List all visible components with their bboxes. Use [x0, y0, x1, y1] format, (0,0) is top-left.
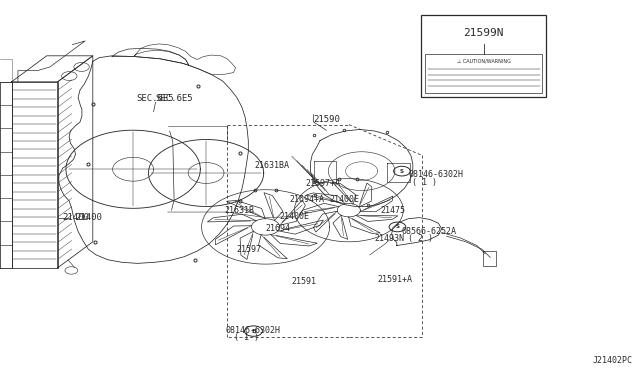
Text: S: S — [400, 169, 404, 174]
Text: S: S — [396, 224, 399, 230]
Text: 21597: 21597 — [237, 245, 262, 254]
Text: 21591+A: 21591+A — [378, 275, 413, 284]
Text: 21400: 21400 — [76, 213, 102, 222]
Text: 21475: 21475 — [381, 206, 406, 215]
Text: 21631BA: 21631BA — [255, 161, 290, 170]
Text: 21631B: 21631B — [224, 206, 254, 215]
Text: ( 1 ): ( 1 ) — [234, 333, 259, 341]
Text: ⚠ CAUTION/WARNING: ⚠ CAUTION/WARNING — [456, 58, 511, 63]
Text: ( 2 ): ( 2 ) — [408, 234, 433, 243]
Text: ( 1 ): ( 1 ) — [412, 178, 436, 187]
Text: 21597+A: 21597+A — [306, 179, 341, 187]
Bar — [421, 15, 546, 97]
Text: 08146-6302H: 08146-6302H — [408, 170, 463, 179]
Text: 21400E: 21400E — [330, 195, 360, 204]
Text: 08146-6302H: 08146-6302H — [225, 326, 280, 335]
Text: 21591: 21591 — [292, 277, 317, 286]
Text: 21400E: 21400E — [279, 212, 309, 221]
Text: SEC.6E5: SEC.6E5 — [156, 94, 193, 103]
Text: SEC.6E5: SEC.6E5 — [137, 94, 174, 103]
Bar — [425, 54, 542, 93]
Text: 21400: 21400 — [62, 213, 89, 222]
Text: 21599N: 21599N — [463, 28, 504, 38]
Text: 21493N: 21493N — [374, 234, 404, 243]
Text: J21402PC: J21402PC — [593, 356, 632, 365]
Text: 08566-6252A: 08566-6252A — [401, 227, 456, 236]
Text: 21694: 21694 — [266, 224, 291, 233]
Text: 21694+A: 21694+A — [289, 195, 324, 204]
Text: B: B — [251, 328, 256, 334]
Text: 21590: 21590 — [314, 115, 340, 124]
